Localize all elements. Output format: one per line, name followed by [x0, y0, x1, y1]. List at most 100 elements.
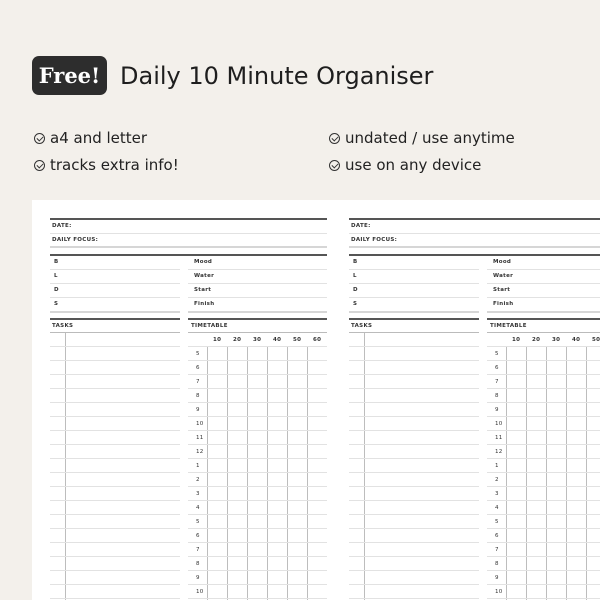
minute-label: 50	[592, 337, 600, 343]
hour-label: 5	[196, 351, 200, 357]
meal-line	[50, 269, 180, 270]
meal-label: B	[353, 259, 358, 265]
hour-label: 3	[495, 491, 499, 497]
meal-line	[50, 297, 180, 298]
hour-line	[487, 360, 600, 361]
hour-line	[188, 388, 327, 389]
task-line	[349, 514, 479, 515]
hour-line	[487, 416, 600, 417]
hour-line	[188, 556, 327, 557]
hour-line	[487, 374, 600, 375]
hour-line	[188, 542, 327, 543]
timetable-column-line	[267, 347, 268, 600]
hour-label: 10	[196, 589, 204, 595]
timetable-column-line	[506, 347, 507, 600]
task-line	[50, 514, 180, 515]
task-line	[349, 374, 479, 375]
timetable-column-line	[287, 347, 288, 600]
task-line	[349, 444, 479, 445]
check-circle-icon	[329, 132, 340, 144]
timetable-column-line	[227, 347, 228, 600]
meal-label: S	[353, 301, 358, 307]
task-line	[50, 360, 180, 361]
hour-line	[188, 444, 327, 445]
hour-line	[487, 500, 600, 501]
task-line	[50, 584, 180, 585]
planner-page: DATE: DAILY FOCUS: B Mood L Water D Start S Finis…	[349, 200, 600, 600]
tasks-margin-line	[65, 333, 66, 600]
date-line	[50, 233, 327, 234]
hour-line	[188, 402, 327, 403]
task-line	[50, 388, 180, 389]
minute-label: 60	[313, 337, 322, 343]
feature-text: use on any device	[345, 156, 482, 174]
hour-line	[487, 402, 600, 403]
divider	[50, 318, 180, 320]
task-line	[349, 458, 479, 459]
daily-focus-label: DAILY FOCUS:	[52, 237, 99, 243]
minute-label: 30	[552, 337, 561, 343]
hour-label: 6	[495, 365, 499, 371]
focus-line	[349, 246, 600, 248]
hour-label: 6	[196, 365, 200, 371]
divider	[349, 218, 600, 220]
task-line	[50, 374, 180, 375]
task-line	[349, 360, 479, 361]
meal-label: L	[54, 273, 58, 279]
hour-label: 9	[196, 575, 200, 581]
meal-line	[349, 311, 479, 313]
minute-label: 10	[213, 337, 222, 343]
task-line	[50, 430, 180, 431]
meal-label: L	[353, 273, 357, 279]
hour-label: 4	[196, 505, 200, 511]
hour-line	[188, 472, 327, 473]
minute-label: 20	[233, 337, 242, 343]
hour-line	[188, 514, 327, 515]
minute-label: 20	[532, 337, 541, 343]
timetable-label: TIMETABLE	[490, 323, 527, 329]
check-circle-icon	[34, 132, 45, 144]
timetable-column-line	[586, 347, 587, 600]
timetable-column-line	[526, 347, 527, 600]
task-line	[50, 472, 180, 473]
hour-label: 8	[196, 393, 200, 399]
check-circle-icon	[329, 159, 340, 171]
task-line	[50, 486, 180, 487]
tracker-line	[487, 283, 600, 284]
hour-label: 5	[196, 519, 200, 525]
hour-line	[188, 416, 327, 417]
tracker-label: Start	[194, 287, 212, 293]
tasks-header-line	[349, 332, 479, 333]
hour-label: 7	[495, 379, 499, 385]
hour-line	[487, 444, 600, 445]
timetable-column-line	[566, 347, 567, 600]
meal-label: D	[353, 287, 358, 293]
tracker-label: Mood	[493, 259, 512, 265]
minute-line	[188, 346, 327, 347]
hour-line	[487, 570, 600, 571]
task-line	[349, 402, 479, 403]
tracker-line	[188, 311, 327, 313]
hour-label: 4	[495, 505, 499, 511]
tracker-label: Finish	[194, 301, 215, 307]
hour-line	[188, 598, 327, 599]
tracker-label: Start	[493, 287, 511, 293]
check-circle-icon	[34, 159, 45, 171]
hour-line	[487, 430, 600, 431]
focus-line	[50, 246, 327, 248]
hour-label: 12	[495, 449, 503, 455]
meal-line	[50, 283, 180, 284]
hour-line	[487, 598, 600, 599]
task-line	[50, 416, 180, 417]
hour-label: 9	[196, 407, 200, 413]
tracker-line	[487, 297, 600, 298]
hour-line	[188, 500, 327, 501]
tracker-label: Mood	[194, 259, 213, 265]
free-badge: Free!	[32, 56, 107, 95]
hour-label: 11	[495, 435, 503, 441]
hour-line	[487, 472, 600, 473]
hour-label: 6	[495, 533, 499, 539]
feature-item: a4 and letter	[34, 128, 147, 148]
task-line	[349, 556, 479, 557]
task-line	[349, 598, 479, 599]
